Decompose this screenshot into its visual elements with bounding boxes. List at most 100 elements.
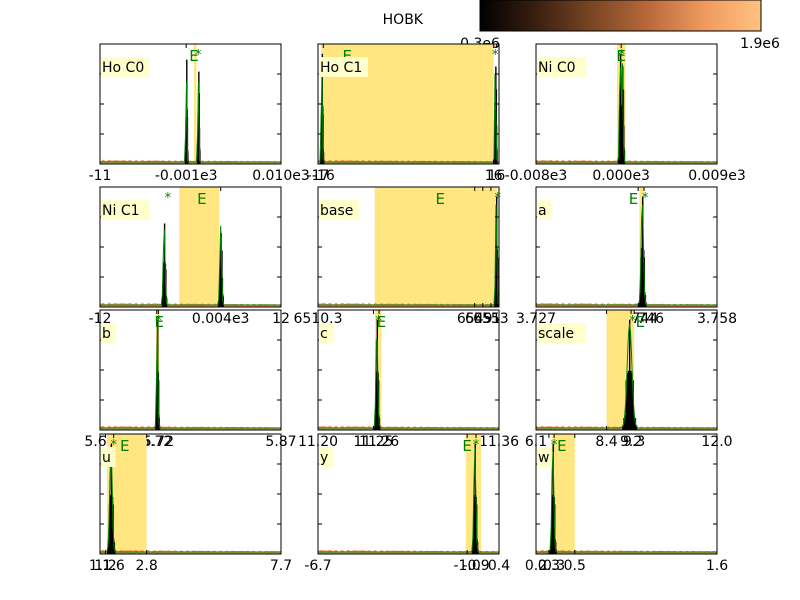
hist-bar <box>630 370 632 430</box>
panel-title: c <box>320 326 328 342</box>
hist-bar <box>631 373 633 430</box>
panel-title: a <box>538 203 547 219</box>
panel-title-bg <box>101 200 150 220</box>
hist-bar <box>628 319 631 430</box>
colorbar-max-label: 1.9e6 <box>740 36 780 52</box>
panel-title: b <box>102 326 111 342</box>
panel-title-bg <box>101 323 116 343</box>
tick-label: 9.3 <box>623 434 645 450</box>
panel-title: y <box>320 450 328 466</box>
span-base <box>374 187 497 307</box>
fit-curve-ho-c1 <box>318 73 499 163</box>
panel-scale: 6.1 8.4 9.39.2 12.0E*scale <box>525 309 733 450</box>
fit-curve-c <box>318 339 499 429</box>
fit-curve-y <box>318 447 499 553</box>
star-marker: * <box>551 438 558 453</box>
star-marker: * <box>155 314 162 329</box>
tick-label: 16 <box>487 168 505 184</box>
panel-title: Ni C0 <box>538 60 576 76</box>
star-marker: * <box>473 438 480 453</box>
estimate-marker: E <box>343 47 352 65</box>
tick-label: 11.26 <box>359 434 399 450</box>
hist-bar <box>633 415 635 430</box>
panel-title-bg <box>537 323 586 343</box>
fit-curve-a <box>536 204 717 306</box>
panel-title: scale <box>538 326 574 342</box>
star-marker: * <box>375 314 382 329</box>
tick-label: -1.0 <box>453 558 480 574</box>
tick-label: 16 <box>485 168 503 184</box>
star-marker: * <box>629 314 636 329</box>
tick-label: 0.4 <box>488 558 510 574</box>
fit-curve-ho-c0 <box>100 82 281 163</box>
estimate-marker: E <box>120 437 129 455</box>
fit-curve-w <box>536 451 717 553</box>
panel-title-bg <box>319 57 368 77</box>
tick-label: 6551 <box>465 311 501 327</box>
colorbar: HOBK 0.3e6 1.9e6 <box>383 0 780 52</box>
estimate-marker: E <box>616 47 625 65</box>
panel-b: 5.65 5.725.72 5.87E*b <box>84 309 297 450</box>
panel-w: 0.20.30.30.5 1.6 E*w <box>525 433 728 574</box>
estimate-marker: E <box>462 437 471 455</box>
estimate-marker: E <box>636 313 645 331</box>
fit-curve-ni-c1 <box>100 225 281 306</box>
panel-title: Ni C1 <box>102 203 140 219</box>
tick-label: -11 <box>89 168 112 184</box>
panel-title: base <box>320 203 353 219</box>
panel-title-bg <box>537 57 586 77</box>
tick-label: -0.9 <box>462 558 489 574</box>
tick-label: 2.8 <box>135 558 157 574</box>
estimate-marker: E <box>154 313 163 331</box>
tick-label: 0.010e3 <box>252 168 310 184</box>
axes-frame-c <box>317 309 500 431</box>
span-ho-c0 <box>193 44 197 164</box>
tick-label: 8.4 <box>595 434 617 450</box>
panel-title-bg <box>319 323 334 343</box>
tick-label: 9.2 <box>620 434 642 450</box>
panel-title: u <box>102 450 111 466</box>
fit-curve-b <box>100 325 281 429</box>
star-marker: * <box>110 438 117 453</box>
panel-title: Ho C0 <box>102 60 144 76</box>
panel-title: w <box>538 450 549 466</box>
tick-label: 1.2 <box>94 558 116 574</box>
axes-frame-b <box>99 309 282 431</box>
panel-ni-c0: -0.008e3 0.000e3 0.009e3 E* Ni C0 <box>505 43 746 184</box>
tick-label: 6549 <box>457 311 493 327</box>
panel-ni-c1: -12 0.004e3 12E*Ni C1 <box>89 186 290 327</box>
star-marker: * <box>495 191 502 206</box>
colorbar-gradient <box>479 0 762 32</box>
tick-label: 0.2 <box>525 558 547 574</box>
tick-label: 0.3 <box>543 558 565 574</box>
tick-label: 11.25 <box>353 434 393 450</box>
fit-curve-ni-c0 <box>536 63 717 163</box>
tick-label: 5.72 <box>143 434 174 450</box>
tick-label: 0.5 <box>564 558 586 574</box>
tick-label: 1.6 <box>706 558 728 574</box>
star-marker: * <box>195 48 202 63</box>
tick-label: -0.008e3 <box>505 168 568 184</box>
tick-label: 0.3 <box>538 558 560 574</box>
tick-label: -17 <box>307 168 330 184</box>
panel-ho-c0: -11 -0.001e3 0.010e3 E* Ho C0 <box>89 43 310 184</box>
tick-label: 6553 <box>473 311 509 327</box>
star-marker: * <box>642 191 649 206</box>
tick-label: 0.009e3 <box>688 168 746 184</box>
panel-title-bg <box>537 200 552 220</box>
colorbar-label: HOBK <box>383 12 424 28</box>
hist-bar <box>626 373 629 430</box>
panel-title: Ho C1 <box>320 60 362 76</box>
estimate-marker: E <box>197 190 206 208</box>
estimate-marker: E <box>436 190 445 208</box>
hist-bar <box>322 152 325 164</box>
hist-bar <box>625 380 627 430</box>
hist-bar <box>627 370 630 430</box>
axes-frame-a <box>535 186 718 308</box>
tick-label: 0.004e3 <box>192 311 250 327</box>
fit-curve-scale <box>536 323 717 429</box>
